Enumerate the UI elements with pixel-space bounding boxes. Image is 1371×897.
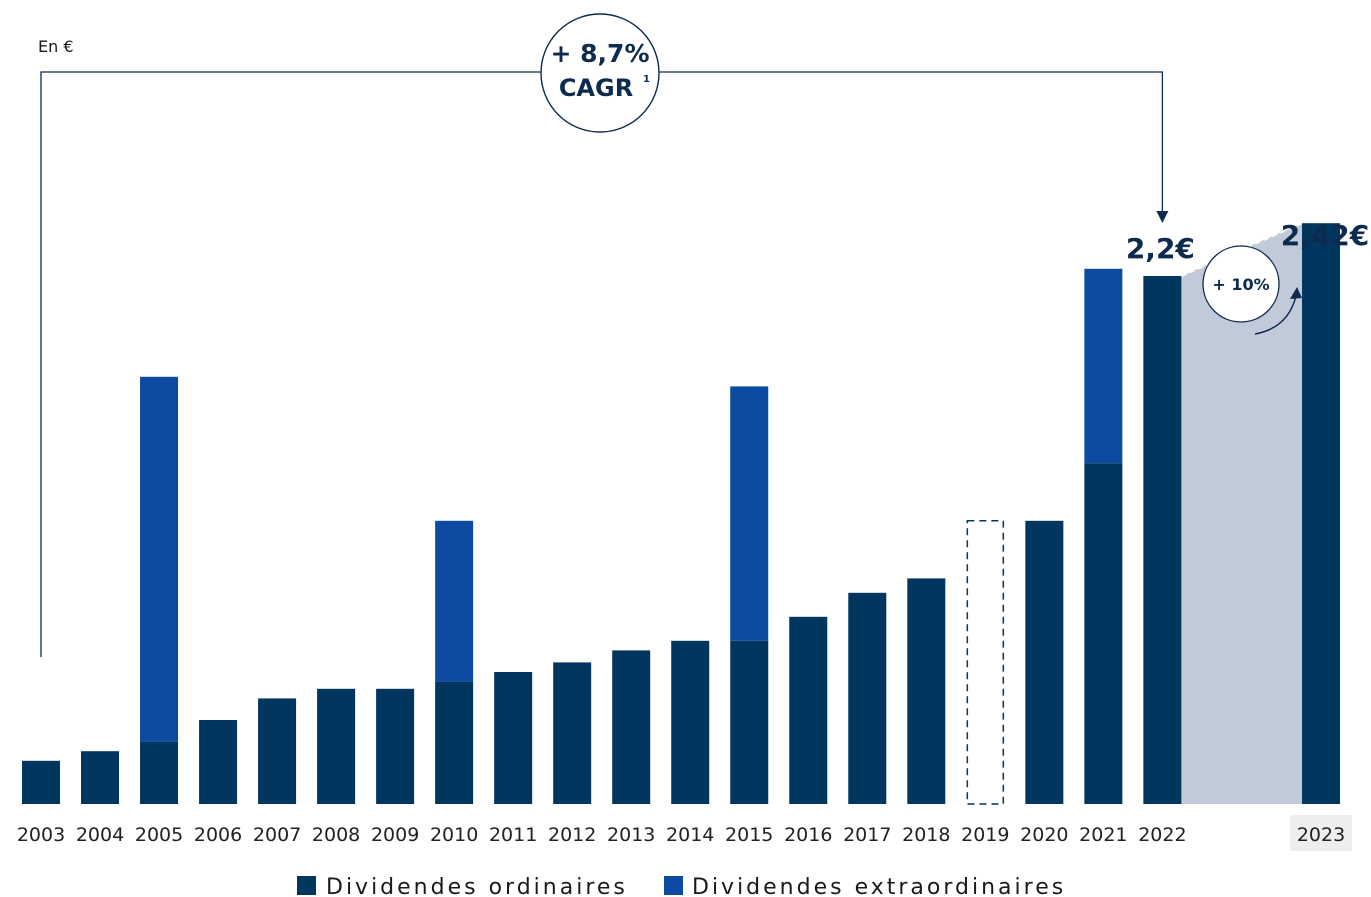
legend: Dividendes ordinaires Dividendes extraord… bbox=[297, 875, 1066, 897]
bar-ordinary-2021 bbox=[1084, 463, 1123, 804]
tick-label-2003: 2003 bbox=[17, 824, 65, 846]
bar-ordinary-2009 bbox=[376, 688, 415, 804]
tick-label-2023: 2023 bbox=[1297, 824, 1345, 846]
growth-band bbox=[1181, 223, 1302, 804]
bar-ordinary-2017 bbox=[848, 592, 887, 804]
bar-ordinary-2003 bbox=[22, 760, 60, 804]
bar-extraordinary-2021 bbox=[1084, 268, 1123, 464]
tick-label-2012: 2012 bbox=[548, 824, 596, 846]
tick-label-2011: 2011 bbox=[489, 824, 537, 846]
cagr-annotation: + 8,7% CAGR 1 bbox=[40, 13, 1169, 657]
bar-ordinary-2023 bbox=[1302, 223, 1340, 804]
bar-placeholder-2019 bbox=[966, 520, 1005, 805]
cagr-footnote-marker: 1 bbox=[643, 74, 650, 85]
tick-highlight-2023 bbox=[1290, 815, 1352, 851]
bars-layer bbox=[22, 223, 1340, 805]
tick-label-2018: 2018 bbox=[902, 824, 950, 846]
tick-label-2016: 2016 bbox=[784, 824, 832, 846]
legend-label-extraordinary: Dividendes extraordinaires bbox=[692, 875, 1066, 897]
bar-ordinary-2015 bbox=[730, 640, 769, 804]
tick-label-2019: 2019 bbox=[961, 824, 1009, 846]
bar-ordinary-2014 bbox=[671, 640, 710, 804]
cagr-bracket bbox=[40, 71, 1164, 657]
bar-extraordinary-2015 bbox=[730, 386, 769, 641]
bar-ordinary-2007 bbox=[258, 698, 297, 804]
tick-label-2020: 2020 bbox=[1020, 824, 1068, 846]
bar-ordinary-2004 bbox=[81, 751, 120, 804]
bar-extraordinary-2005 bbox=[140, 376, 179, 742]
x-axis-ticks: 2003 2004 2005 2006 2007 2008 2009 2010 2011 2012… bbox=[17, 815, 1352, 851]
cagr-circle bbox=[540, 13, 660, 133]
cagr-arrowhead bbox=[1156, 211, 1169, 223]
bar-extraordinary-2010 bbox=[435, 520, 474, 682]
tick-label-2004: 2004 bbox=[76, 824, 124, 846]
bar-ordinary-2005 bbox=[140, 741, 179, 804]
bar-ordinary-2016 bbox=[789, 616, 828, 804]
growth-circle bbox=[1202, 245, 1280, 323]
tick-label-2006: 2006 bbox=[194, 824, 242, 846]
value-label-2023: 2,42€ bbox=[1281, 219, 1370, 252]
bar-ordinary-2022 bbox=[1143, 276, 1182, 804]
tick-label-2021: 2021 bbox=[1079, 824, 1127, 846]
legend-swatch-ordinary bbox=[297, 876, 316, 895]
tick-label-2013: 2013 bbox=[607, 824, 655, 846]
value-label-2022: 2,2€ bbox=[1126, 232, 1195, 265]
bar-ordinary-2008 bbox=[317, 688, 356, 804]
bar-ordinary-2020 bbox=[1025, 520, 1064, 804]
growth-annotation: 2,2€ 2,42€ + 10% bbox=[1126, 219, 1370, 335]
bar-ordinary-2010 bbox=[435, 681, 474, 804]
tick-label-2022: 2022 bbox=[1138, 824, 1186, 846]
growth-value: + 10% bbox=[1212, 275, 1269, 294]
tick-label-2015: 2015 bbox=[725, 824, 773, 846]
growth-arrow-curve bbox=[1254, 295, 1297, 335]
growth-arrowhead bbox=[1290, 287, 1302, 299]
tick-label-2009: 2009 bbox=[371, 824, 419, 846]
unit-label: En € bbox=[38, 37, 74, 56]
tick-label-2007: 2007 bbox=[253, 824, 301, 846]
bar-ordinary-2018 bbox=[907, 578, 946, 804]
bar-ordinary-2012 bbox=[553, 662, 592, 804]
bar-ordinary-2006 bbox=[199, 720, 238, 804]
bar-ordinary-2011 bbox=[494, 672, 533, 804]
legend-label-ordinary: Dividendes ordinaires bbox=[326, 875, 628, 897]
tick-label-2010: 2010 bbox=[430, 824, 478, 846]
bar-ordinary-2013 bbox=[612, 650, 651, 804]
cagr-value: + 8,7% bbox=[551, 39, 650, 68]
tick-label-2005: 2005 bbox=[135, 824, 183, 846]
tick-label-2008: 2008 bbox=[312, 824, 360, 846]
cagr-label: CAGR bbox=[559, 74, 633, 102]
legend-swatch-extraordinary bbox=[664, 876, 683, 895]
tick-label-2014: 2014 bbox=[666, 824, 714, 846]
tick-label-2017: 2017 bbox=[843, 824, 891, 846]
